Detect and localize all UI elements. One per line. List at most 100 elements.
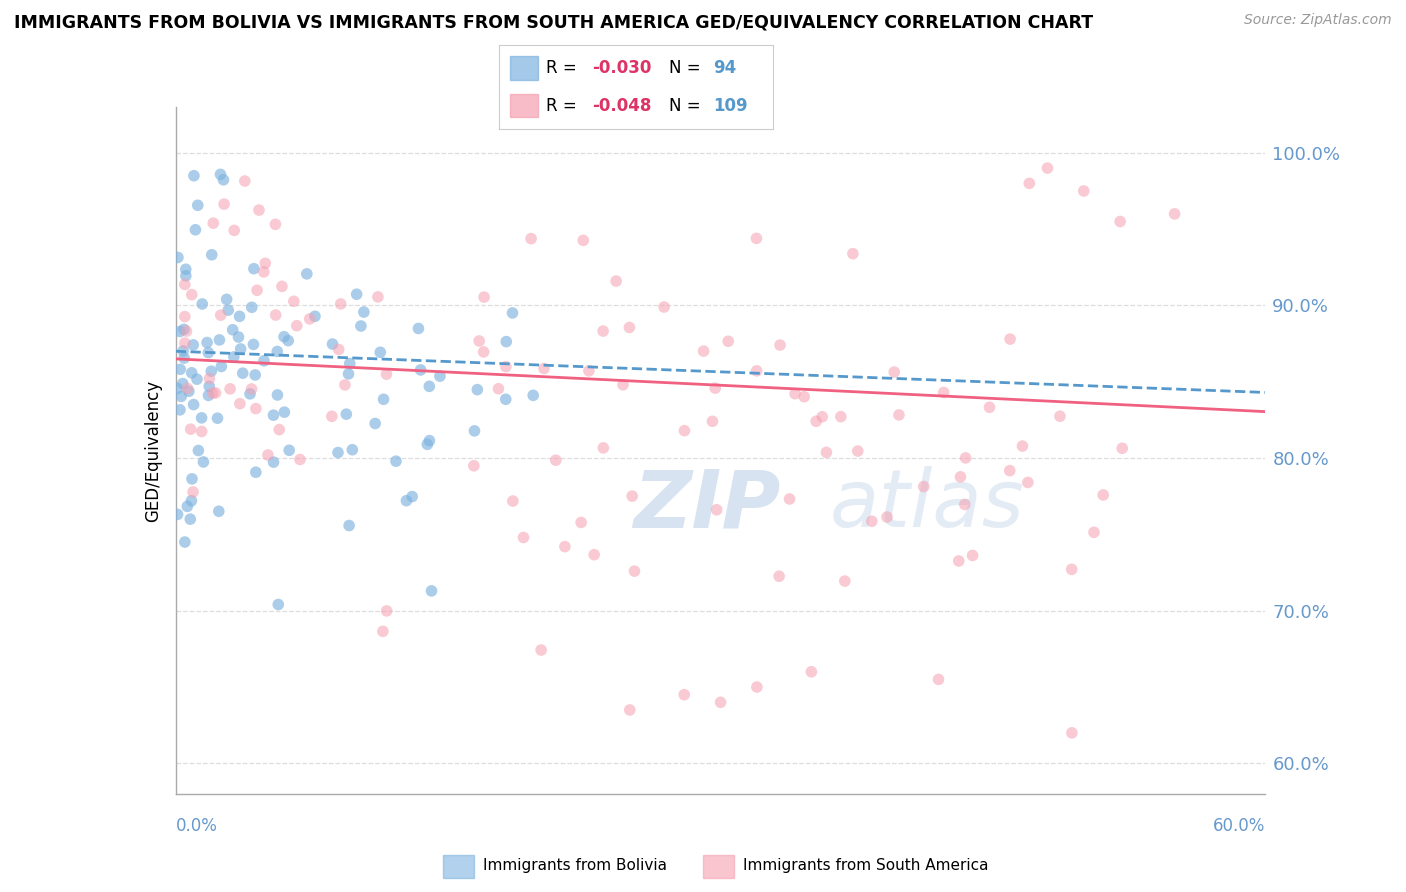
Text: R =: R = (546, 96, 582, 114)
Point (1073, 184, 1095, 198)
Point (673, 688, 696, 702)
Point (278, 443, 301, 458)
Point (173, 322, 195, 336)
Point (502, 494, 524, 508)
Point (467, 383, 489, 397)
Point (834, 574, 856, 588)
Point (246, 283, 269, 297)
Point (578, 364, 600, 378)
Point (208, 333, 231, 347)
Point (273, 405, 295, 419)
Point (191, 297, 214, 311)
Point (170, 389, 193, 403)
Point (621, 489, 644, 503)
Point (375, 367, 398, 381)
Point (883, 365, 905, 379)
Point (215, 293, 238, 307)
Point (232, 366, 254, 380)
Point (1111, 442, 1133, 456)
Point (619, 320, 641, 334)
Point (350, 318, 373, 333)
Point (229, 342, 252, 356)
Point (811, 409, 834, 424)
Point (183, 169, 205, 183)
Point (998, 332, 1021, 346)
Point (173, 351, 195, 365)
Text: Source: ZipAtlas.com: Source: ZipAtlas.com (1244, 13, 1392, 28)
Point (583, 548, 606, 562)
Point (267, 598, 290, 612)
Point (200, 364, 222, 378)
Text: N =: N = (669, 96, 706, 114)
Point (209, 359, 232, 374)
Point (520, 232, 543, 246)
Point (346, 287, 368, 301)
Point (173, 310, 195, 324)
Point (172, 376, 194, 391)
Point (962, 549, 984, 563)
Point (169, 402, 191, 417)
Point (328, 343, 350, 357)
Point (257, 448, 280, 462)
Point (488, 382, 510, 396)
Point (295, 267, 318, 281)
Point (463, 458, 485, 473)
Point (329, 297, 352, 311)
Point (253, 265, 276, 279)
Point (1017, 475, 1039, 490)
Point (1109, 214, 1132, 228)
Point (197, 345, 219, 359)
Point (198, 379, 221, 393)
Point (1092, 488, 1115, 502)
Point (512, 531, 534, 545)
Text: 0.0%: 0.0% (176, 817, 218, 835)
Point (375, 604, 398, 618)
Point (221, 323, 243, 337)
Point (745, 364, 768, 378)
Point (337, 367, 360, 381)
Point (612, 377, 634, 392)
Point (544, 453, 567, 467)
Point (717, 334, 740, 349)
Point (710, 695, 733, 709)
Point (207, 411, 229, 425)
Text: 60.0%: 60.0% (1213, 817, 1265, 835)
Point (180, 287, 202, 301)
Point (181, 338, 204, 352)
Point (592, 324, 614, 338)
Point (353, 305, 375, 319)
Text: IMMIGRANTS FROM BOLIVIA VS IMMIGRANTS FROM SOUTH AMERICA GED/EQUIVALENCY CORRELA: IMMIGRANTS FROM BOLIVIA VS IMMIGRANTS FR… (14, 13, 1094, 31)
Y-axis label: GED/Equivalency: GED/Equivalency (143, 379, 162, 522)
Point (745, 231, 768, 245)
Point (702, 414, 724, 428)
Point (1049, 409, 1071, 424)
Point (166, 508, 188, 522)
Point (416, 437, 439, 451)
Point (408, 321, 430, 335)
Point (174, 268, 197, 283)
Text: Immigrants from Bolivia: Immigrants from Bolivia (484, 858, 668, 872)
Point (704, 381, 727, 395)
Point (173, 277, 195, 292)
Point (169, 362, 191, 376)
Point (173, 336, 195, 351)
Point (285, 318, 308, 333)
Point (502, 306, 524, 320)
Point (209, 308, 232, 322)
Point (166, 382, 188, 396)
Point (181, 472, 204, 486)
Point (193, 455, 215, 469)
Point (409, 363, 432, 377)
Point (779, 491, 801, 506)
Point (800, 665, 823, 679)
Point (339, 357, 361, 371)
Point (953, 498, 976, 512)
Point (472, 345, 495, 359)
Point (321, 337, 343, 351)
Point (860, 514, 883, 528)
Point (174, 262, 197, 277)
Point (180, 422, 202, 436)
Point (783, 386, 806, 401)
Point (190, 410, 212, 425)
Point (198, 371, 221, 385)
